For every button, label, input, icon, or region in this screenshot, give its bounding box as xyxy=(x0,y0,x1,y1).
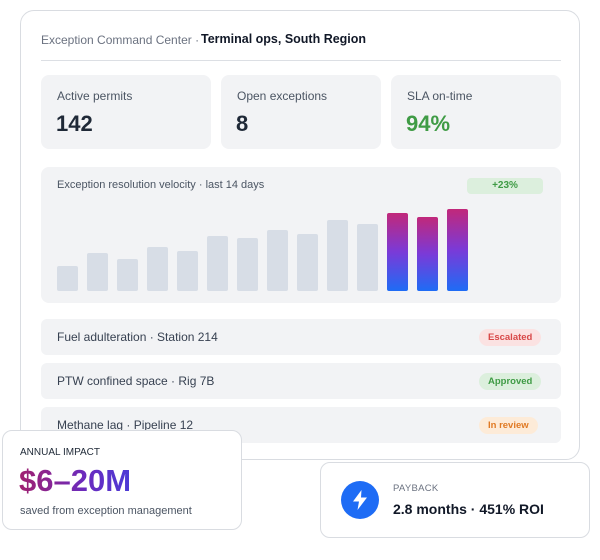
stat-value: 142 xyxy=(56,111,93,136)
chart-bar xyxy=(417,217,438,291)
delta-badge: +23% xyxy=(467,178,543,194)
card-header: Exception Command Center · Terminal ops,… xyxy=(41,31,561,61)
payback-value: 2.8 months · 451% ROI xyxy=(393,501,544,517)
exception-title: Methane lag · Pipeline 12 xyxy=(57,418,194,432)
exception-title: Fuel adulteration · Station 214 xyxy=(57,330,218,344)
stat-value: 8 xyxy=(236,111,249,136)
stat-label: Active permits xyxy=(57,89,133,103)
status-badge-approved: Approved xyxy=(479,373,542,390)
location-title: Terminal ops, South Region xyxy=(201,32,367,46)
stat-value: 94% xyxy=(406,111,451,136)
stat-active-permits: Active permits 142 xyxy=(41,75,211,149)
impact-value: $6–20M xyxy=(19,463,132,498)
impact-caption: ANNUAL IMPACT xyxy=(20,447,101,458)
chart-bar xyxy=(87,253,108,291)
velocity-chart-panel: Exception resolution velocity · last 14 … xyxy=(41,167,561,303)
chart-bar xyxy=(117,259,138,291)
chart-bar xyxy=(177,251,198,291)
chart-bar xyxy=(387,213,408,291)
breadcrumb: Exception Command Center · xyxy=(41,33,200,47)
impact-subtitle: saved from exception management xyxy=(20,505,192,517)
exception-row-fuel[interactable]: Fuel adulteration · Station 214 Escalate… xyxy=(41,319,561,355)
chart-bar xyxy=(297,234,318,291)
payback-card: PAYBACK 2.8 months · 451% ROI xyxy=(320,462,590,538)
chart-bar xyxy=(267,230,288,291)
chart-bar xyxy=(327,220,348,291)
status-badge-escalated: Escalated xyxy=(479,329,542,346)
stat-label: Open exceptions xyxy=(237,89,328,103)
stat-label: SLA on-time xyxy=(407,89,473,103)
payback-caption: PAYBACK xyxy=(393,483,439,494)
stat-sla-on-time: SLA on-time 94% xyxy=(391,75,561,149)
exception-title: PTW confined space · Rig 7B xyxy=(57,374,215,388)
stat-open-exceptions: Open exceptions 8 xyxy=(221,75,381,149)
chart-bar xyxy=(237,238,258,291)
chart-bar xyxy=(357,224,378,291)
lightning-bolt-icon xyxy=(341,481,379,519)
chart-bar xyxy=(57,266,78,291)
chart-bar xyxy=(147,247,168,291)
status-badge-in-review: In review xyxy=(479,417,538,434)
annual-impact-card: ANNUAL IMPACT $6–20M saved from exceptio… xyxy=(2,430,242,530)
chart-bar xyxy=(447,209,468,291)
chart-bar xyxy=(207,236,228,291)
exception-row-ptw[interactable]: PTW confined space · Rig 7B Approved xyxy=(41,363,561,399)
exception-command-card: Exception Command Center · Terminal ops,… xyxy=(20,10,580,460)
bar-chart xyxy=(57,207,477,291)
chart-title: Exception resolution velocity · last 14 … xyxy=(57,179,265,191)
